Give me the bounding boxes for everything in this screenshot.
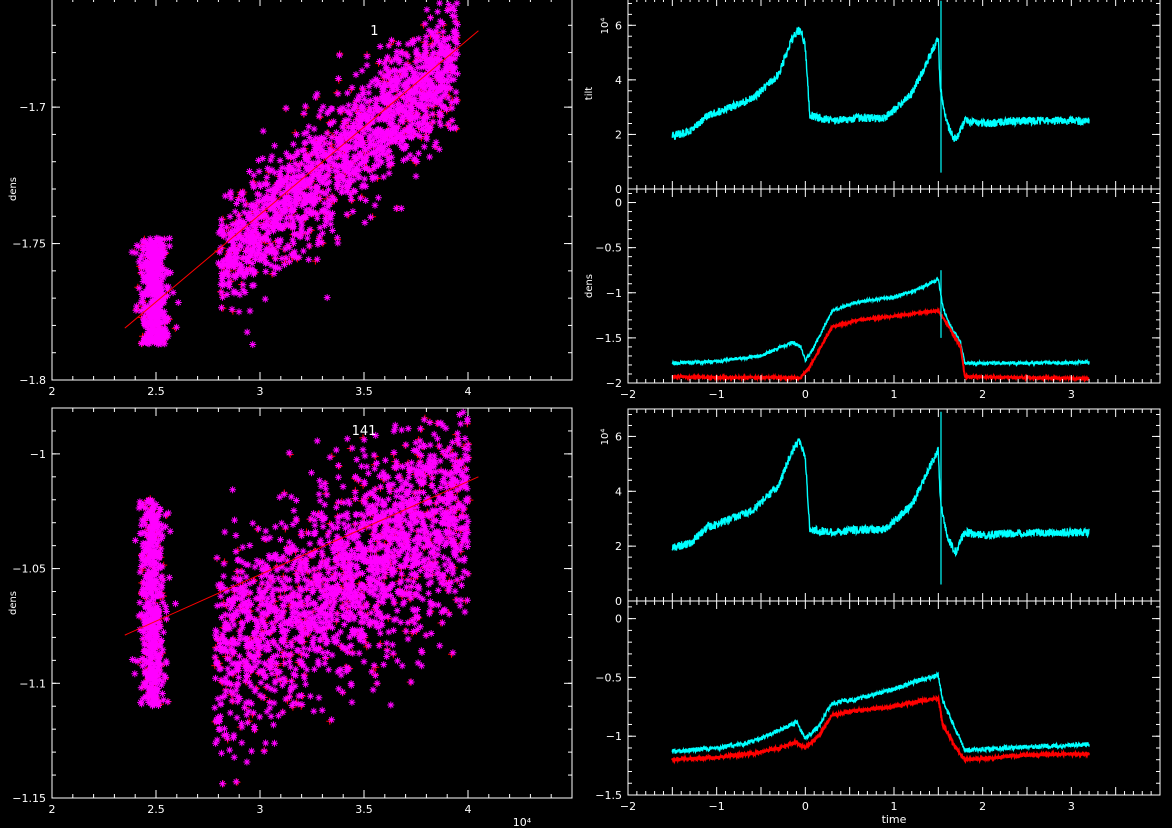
x-tick-label: 3.5 (355, 385, 373, 398)
y-tick-label: −1.7 (19, 101, 46, 114)
x-tick-label: 3 (1068, 388, 1075, 401)
timeseries-bottom-b-chart: −1.5 −1 −0.5 0 −2 −1 0 1 2 3 time (595, 600, 1161, 826)
fit-line (124, 30, 479, 329)
y-axis-label: dens (8, 591, 19, 615)
y-tick-label: 6 (615, 430, 622, 443)
scatter-annotation: 1 (370, 24, 378, 39)
y-tick-label: 4 (615, 74, 622, 87)
x-tick-label: 2 (979, 800, 986, 813)
x-tick-label: 0 (802, 800, 809, 813)
y-axis-label: tilt (584, 87, 595, 100)
plot-frame (51, 0, 573, 381)
y-tick-label: 4 (615, 485, 622, 498)
y-tick-label: −1.15 (12, 792, 46, 805)
series-cyan-line (671, 26, 1090, 142)
x-tick-label: 2 (979, 388, 986, 401)
y-scale-label: 10⁴ (600, 18, 611, 35)
plot-frame (51, 407, 573, 799)
x-tick-label: −2 (620, 800, 636, 813)
scatter-top-chart: 1 −1.8 −1.75 −1.7 2 2.5 3 3.5 4 dens (8, 0, 573, 398)
x-tick-label: 2.5 (147, 385, 165, 398)
plot-frame (627, 600, 1161, 796)
series-red-line (671, 694, 1091, 765)
x-tick-label: 3 (257, 803, 264, 816)
y-tick-label: 0 (615, 197, 622, 210)
series-cyan-line (671, 671, 1090, 755)
x-tick-label: 4 (465, 803, 472, 816)
y-tick-label: −1 (606, 730, 622, 743)
x-tick-label: 3 (257, 385, 264, 398)
timeseries-top-b-chart: −2 −1.5 −1 −0.5 0 −2 −1 0 1 2 3 dens (584, 188, 1161, 401)
y-axis-label: dens (584, 274, 595, 298)
plot-frame (627, 188, 1161, 384)
y-tick-label: −1.05 (12, 563, 46, 576)
series-cyan-line (671, 438, 1090, 558)
timeseries-top-a-chart: 0 2 4 6 tilt 10⁴ (584, 0, 1161, 196)
y-tick-label: −2 (606, 377, 622, 390)
y-tick-label: 2 (615, 128, 622, 141)
x-tick-label: 2.5 (147, 803, 165, 816)
x-tick-label: 3.5 (355, 803, 373, 816)
timeseries-bottom-a-chart: 0 2 4 6 10⁴ (600, 408, 1161, 608)
scatter-annotation: 141 (352, 424, 377, 439)
y-tick-label: −0.5 (595, 671, 622, 684)
y-tick-label: 6 (615, 19, 622, 32)
y-tick-label: 2 (615, 540, 622, 553)
x-tick-label: 1 (891, 388, 898, 401)
x-scale-label: 10⁴ (513, 816, 532, 828)
y-scale-label: 10⁴ (600, 429, 611, 446)
y-tick-label: −1.8 (19, 374, 46, 387)
scatter-points-star (128, 0, 461, 348)
y-tick-label: −1.1 (19, 677, 46, 690)
series-red-line (671, 306, 1090, 383)
y-tick-label: 0 (615, 183, 622, 196)
x-tick-label: −1 (709, 800, 725, 813)
series-cyan-line (671, 276, 1090, 368)
y-tick-label: −1 (606, 287, 622, 300)
plot-frame (627, 408, 1161, 602)
x-tick-label: 2 (49, 385, 56, 398)
x-tick-label: 4 (465, 385, 472, 398)
y-tick-label: −1.75 (12, 238, 46, 251)
x-axis-label: time (882, 813, 907, 826)
fit-line (124, 476, 479, 636)
x-tick-label: 3 (1068, 800, 1075, 813)
x-tick-label: −1 (709, 388, 725, 401)
x-tick-label: 1 (891, 800, 898, 813)
x-tick-label: 2 (49, 803, 56, 816)
scatter-bottom-chart: 141 −1.15 −1.1 −1.05 −1 2 2.5 3 3.5 4 dens 10⁴ (8, 407, 573, 828)
y-tick-label: −1 (30, 448, 46, 461)
y-tick-label: 0 (615, 595, 622, 608)
x-tick-label: −2 (620, 388, 636, 401)
y-axis-label: dens (8, 177, 19, 201)
plot-frame (627, 0, 1161, 190)
y-tick-label: 0 (615, 613, 622, 626)
y-tick-label: −0.5 (595, 242, 622, 255)
y-tick-label: −1.5 (595, 789, 622, 802)
x-tick-label: 0 (802, 388, 809, 401)
scatter-points-star (128, 408, 472, 788)
y-tick-label: −1.5 (595, 332, 622, 345)
